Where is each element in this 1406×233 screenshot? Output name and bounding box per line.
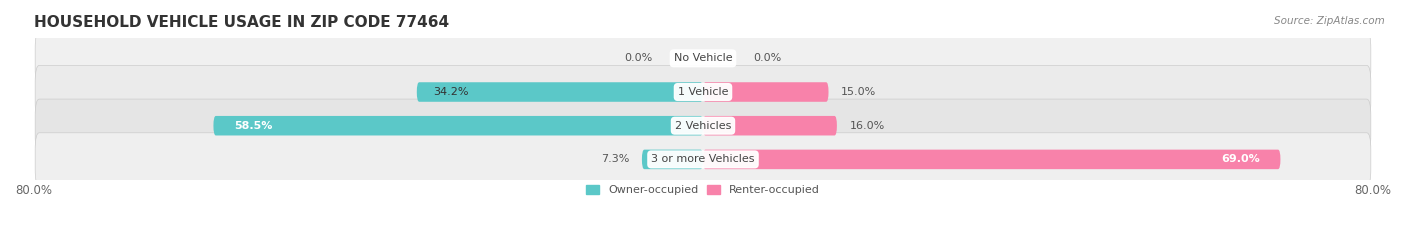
FancyBboxPatch shape <box>703 150 1281 169</box>
Text: 0.0%: 0.0% <box>624 53 652 63</box>
FancyBboxPatch shape <box>35 133 1371 186</box>
FancyBboxPatch shape <box>35 99 1371 152</box>
FancyBboxPatch shape <box>703 82 828 102</box>
FancyBboxPatch shape <box>703 116 837 135</box>
Text: 69.0%: 69.0% <box>1220 154 1260 164</box>
Legend: Owner-occupied, Renter-occupied: Owner-occupied, Renter-occupied <box>581 180 825 199</box>
Text: 34.2%: 34.2% <box>433 87 470 97</box>
FancyBboxPatch shape <box>416 82 703 102</box>
FancyBboxPatch shape <box>35 65 1371 119</box>
Text: 58.5%: 58.5% <box>235 121 273 131</box>
FancyBboxPatch shape <box>214 116 703 135</box>
Text: 2 Vehicles: 2 Vehicles <box>675 121 731 131</box>
Text: 16.0%: 16.0% <box>849 121 884 131</box>
Text: 3 or more Vehicles: 3 or more Vehicles <box>651 154 755 164</box>
Text: No Vehicle: No Vehicle <box>673 53 733 63</box>
Text: 1 Vehicle: 1 Vehicle <box>678 87 728 97</box>
FancyBboxPatch shape <box>643 150 703 169</box>
Text: 7.3%: 7.3% <box>600 154 630 164</box>
Text: Source: ZipAtlas.com: Source: ZipAtlas.com <box>1274 16 1385 26</box>
Text: 15.0%: 15.0% <box>841 87 876 97</box>
Text: HOUSEHOLD VEHICLE USAGE IN ZIP CODE 77464: HOUSEHOLD VEHICLE USAGE IN ZIP CODE 7746… <box>34 15 449 30</box>
FancyBboxPatch shape <box>35 32 1371 85</box>
Text: 0.0%: 0.0% <box>754 53 782 63</box>
